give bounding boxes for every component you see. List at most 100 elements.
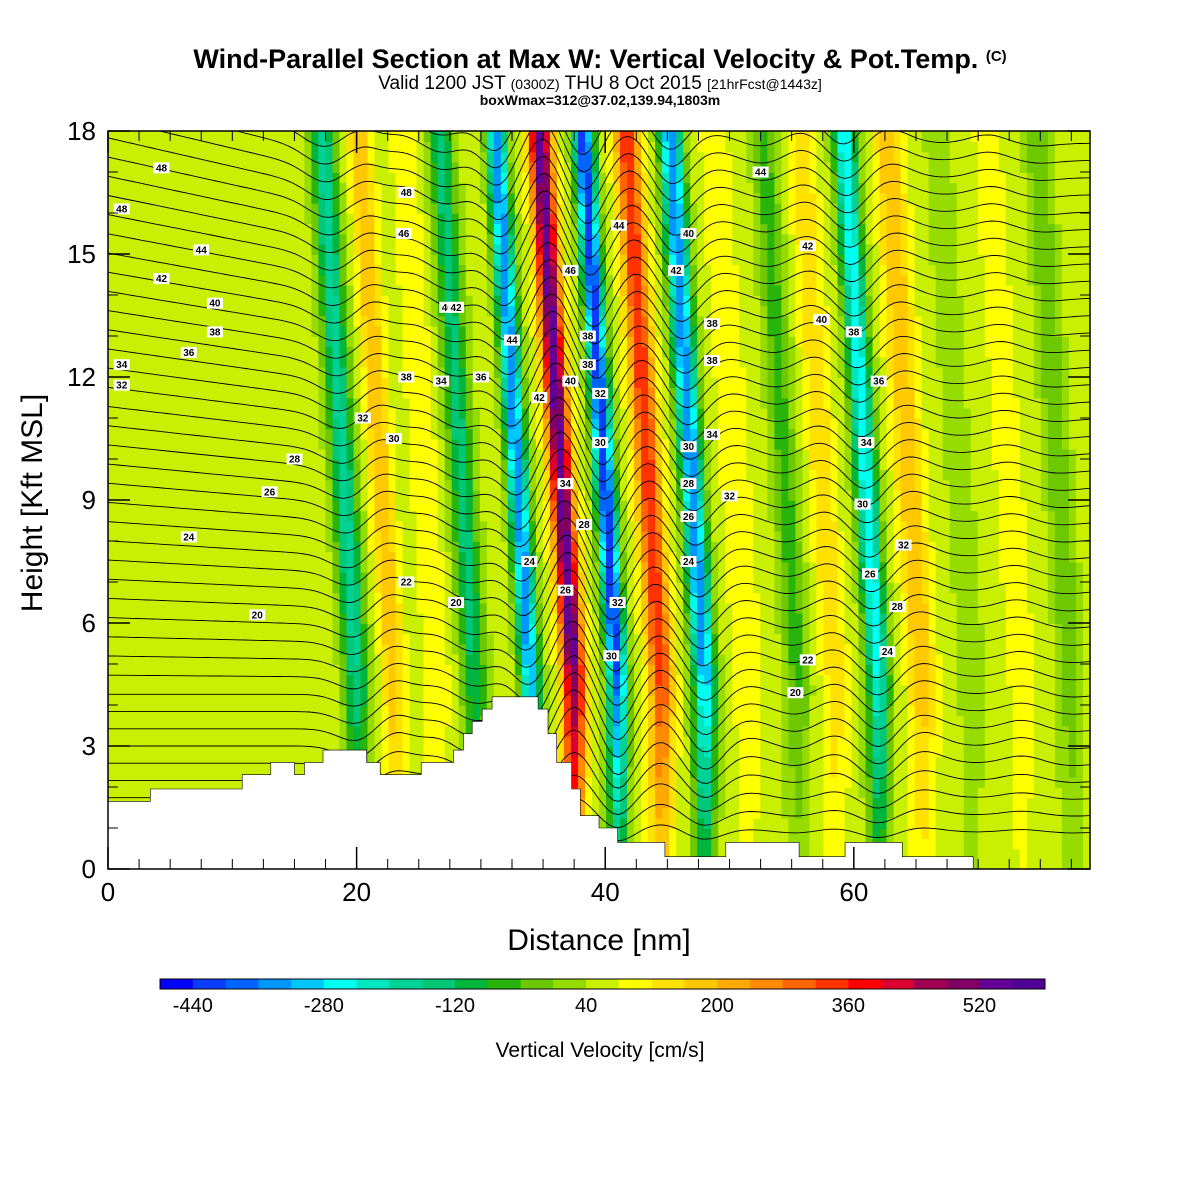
velocity-cell — [353, 356, 362, 368]
velocity-cell — [606, 602, 621, 614]
velocity-cell — [535, 551, 544, 563]
velocity-cell — [676, 459, 684, 471]
velocity-cell — [472, 602, 481, 614]
velocity-cell — [1076, 551, 1090, 563]
velocity-cell — [381, 725, 390, 737]
velocity-cell — [437, 274, 446, 286]
velocity-cell — [332, 315, 341, 327]
velocity-cell — [648, 284, 656, 296]
velocity-cell — [655, 418, 663, 430]
velocity-cell — [641, 602, 649, 614]
velocity-cell — [627, 366, 635, 378]
velocity-cell — [879, 397, 888, 409]
velocity-cell — [578, 336, 586, 348]
velocity-cell — [830, 510, 839, 522]
velocity-cell — [998, 520, 1028, 532]
velocity-cell — [374, 674, 383, 686]
velocity-cell — [578, 243, 586, 255]
velocity-cell — [346, 346, 355, 358]
velocity-cell — [528, 479, 537, 491]
velocity-cell — [669, 223, 677, 235]
velocity-cell — [655, 602, 663, 614]
velocity-cell — [528, 418, 537, 430]
velocity-cell — [886, 315, 895, 327]
velocity-cell — [683, 633, 691, 645]
velocity-cell — [900, 254, 909, 266]
velocity-cell — [683, 725, 691, 737]
velocity-cell — [528, 233, 537, 245]
velocity-cell — [879, 735, 888, 747]
velocity-cell — [1019, 479, 1042, 491]
velocity-cell — [360, 643, 369, 655]
velocity-cell — [535, 612, 544, 624]
velocity-cell — [521, 346, 530, 358]
velocity-cell — [718, 705, 726, 717]
velocity-cell — [788, 664, 797, 676]
velocity-cell — [802, 510, 811, 522]
velocity-cell — [108, 336, 320, 348]
velocity-cell — [108, 633, 334, 645]
velocity-cell — [528, 315, 537, 327]
velocity-cell — [606, 674, 614, 686]
velocity-cell — [381, 674, 390, 686]
velocity-cell — [521, 633, 530, 645]
velocity-cell — [851, 561, 860, 573]
velocity-cell — [669, 623, 677, 635]
velocity-cell — [760, 397, 769, 409]
velocity-cell — [879, 243, 888, 255]
velocity-cell — [928, 571, 937, 583]
velocity-cell — [563, 541, 572, 553]
velocity-cell — [788, 705, 811, 717]
velocity-cell — [1047, 561, 1056, 573]
velocity-cell — [402, 664, 411, 676]
velocity-cell — [381, 530, 390, 542]
velocity-cell — [549, 592, 558, 604]
velocity-cell — [346, 366, 355, 378]
velocity-cell — [746, 438, 769, 450]
velocity-cell — [991, 438, 1021, 450]
velocity-cell — [507, 520, 516, 532]
velocity-cell — [1083, 735, 1090, 747]
velocity-cell — [599, 633, 607, 645]
velocity-cell — [893, 520, 902, 532]
velocity-cell — [760, 612, 776, 624]
velocity-cell — [781, 561, 790, 573]
velocity-cell — [465, 694, 474, 706]
velocity-cell — [458, 500, 467, 512]
velocity-cell — [788, 213, 797, 225]
velocity-cell — [563, 387, 572, 399]
velocity-cell — [802, 315, 825, 327]
velocity-cell — [858, 551, 867, 563]
velocity-cell — [627, 418, 635, 430]
velocity-cell — [325, 213, 334, 225]
velocity-cell — [795, 674, 804, 686]
velocity-cell — [381, 418, 390, 430]
velocity-cell — [549, 325, 558, 337]
velocity-cell — [774, 377, 783, 389]
velocity-cell — [451, 243, 460, 255]
velocity-cell — [935, 541, 951, 553]
velocity-cell — [346, 623, 355, 635]
velocity-cell — [858, 561, 867, 573]
velocity-cell — [108, 459, 327, 471]
velocity-cell — [655, 561, 663, 573]
velocity-cell — [535, 428, 544, 440]
velocity-cell — [837, 520, 853, 532]
velocity-cell — [549, 305, 558, 317]
velocity-cell — [627, 571, 635, 583]
velocity-cell — [872, 684, 881, 696]
velocity-cell — [381, 397, 390, 409]
velocity-cell — [542, 315, 551, 327]
velocity-cell — [837, 459, 846, 471]
velocity-cell — [599, 479, 607, 491]
velocity-cell — [606, 428, 614, 440]
velocity-cell — [844, 213, 853, 225]
velocity-cell — [921, 346, 937, 358]
velocity-cell — [535, 264, 544, 276]
velocity-cell — [1083, 705, 1090, 717]
velocity-cell — [458, 448, 467, 460]
velocity-cell — [613, 551, 621, 563]
velocity-cell — [346, 418, 355, 430]
velocity-cell — [900, 571, 909, 583]
velocity-cell — [760, 377, 769, 389]
